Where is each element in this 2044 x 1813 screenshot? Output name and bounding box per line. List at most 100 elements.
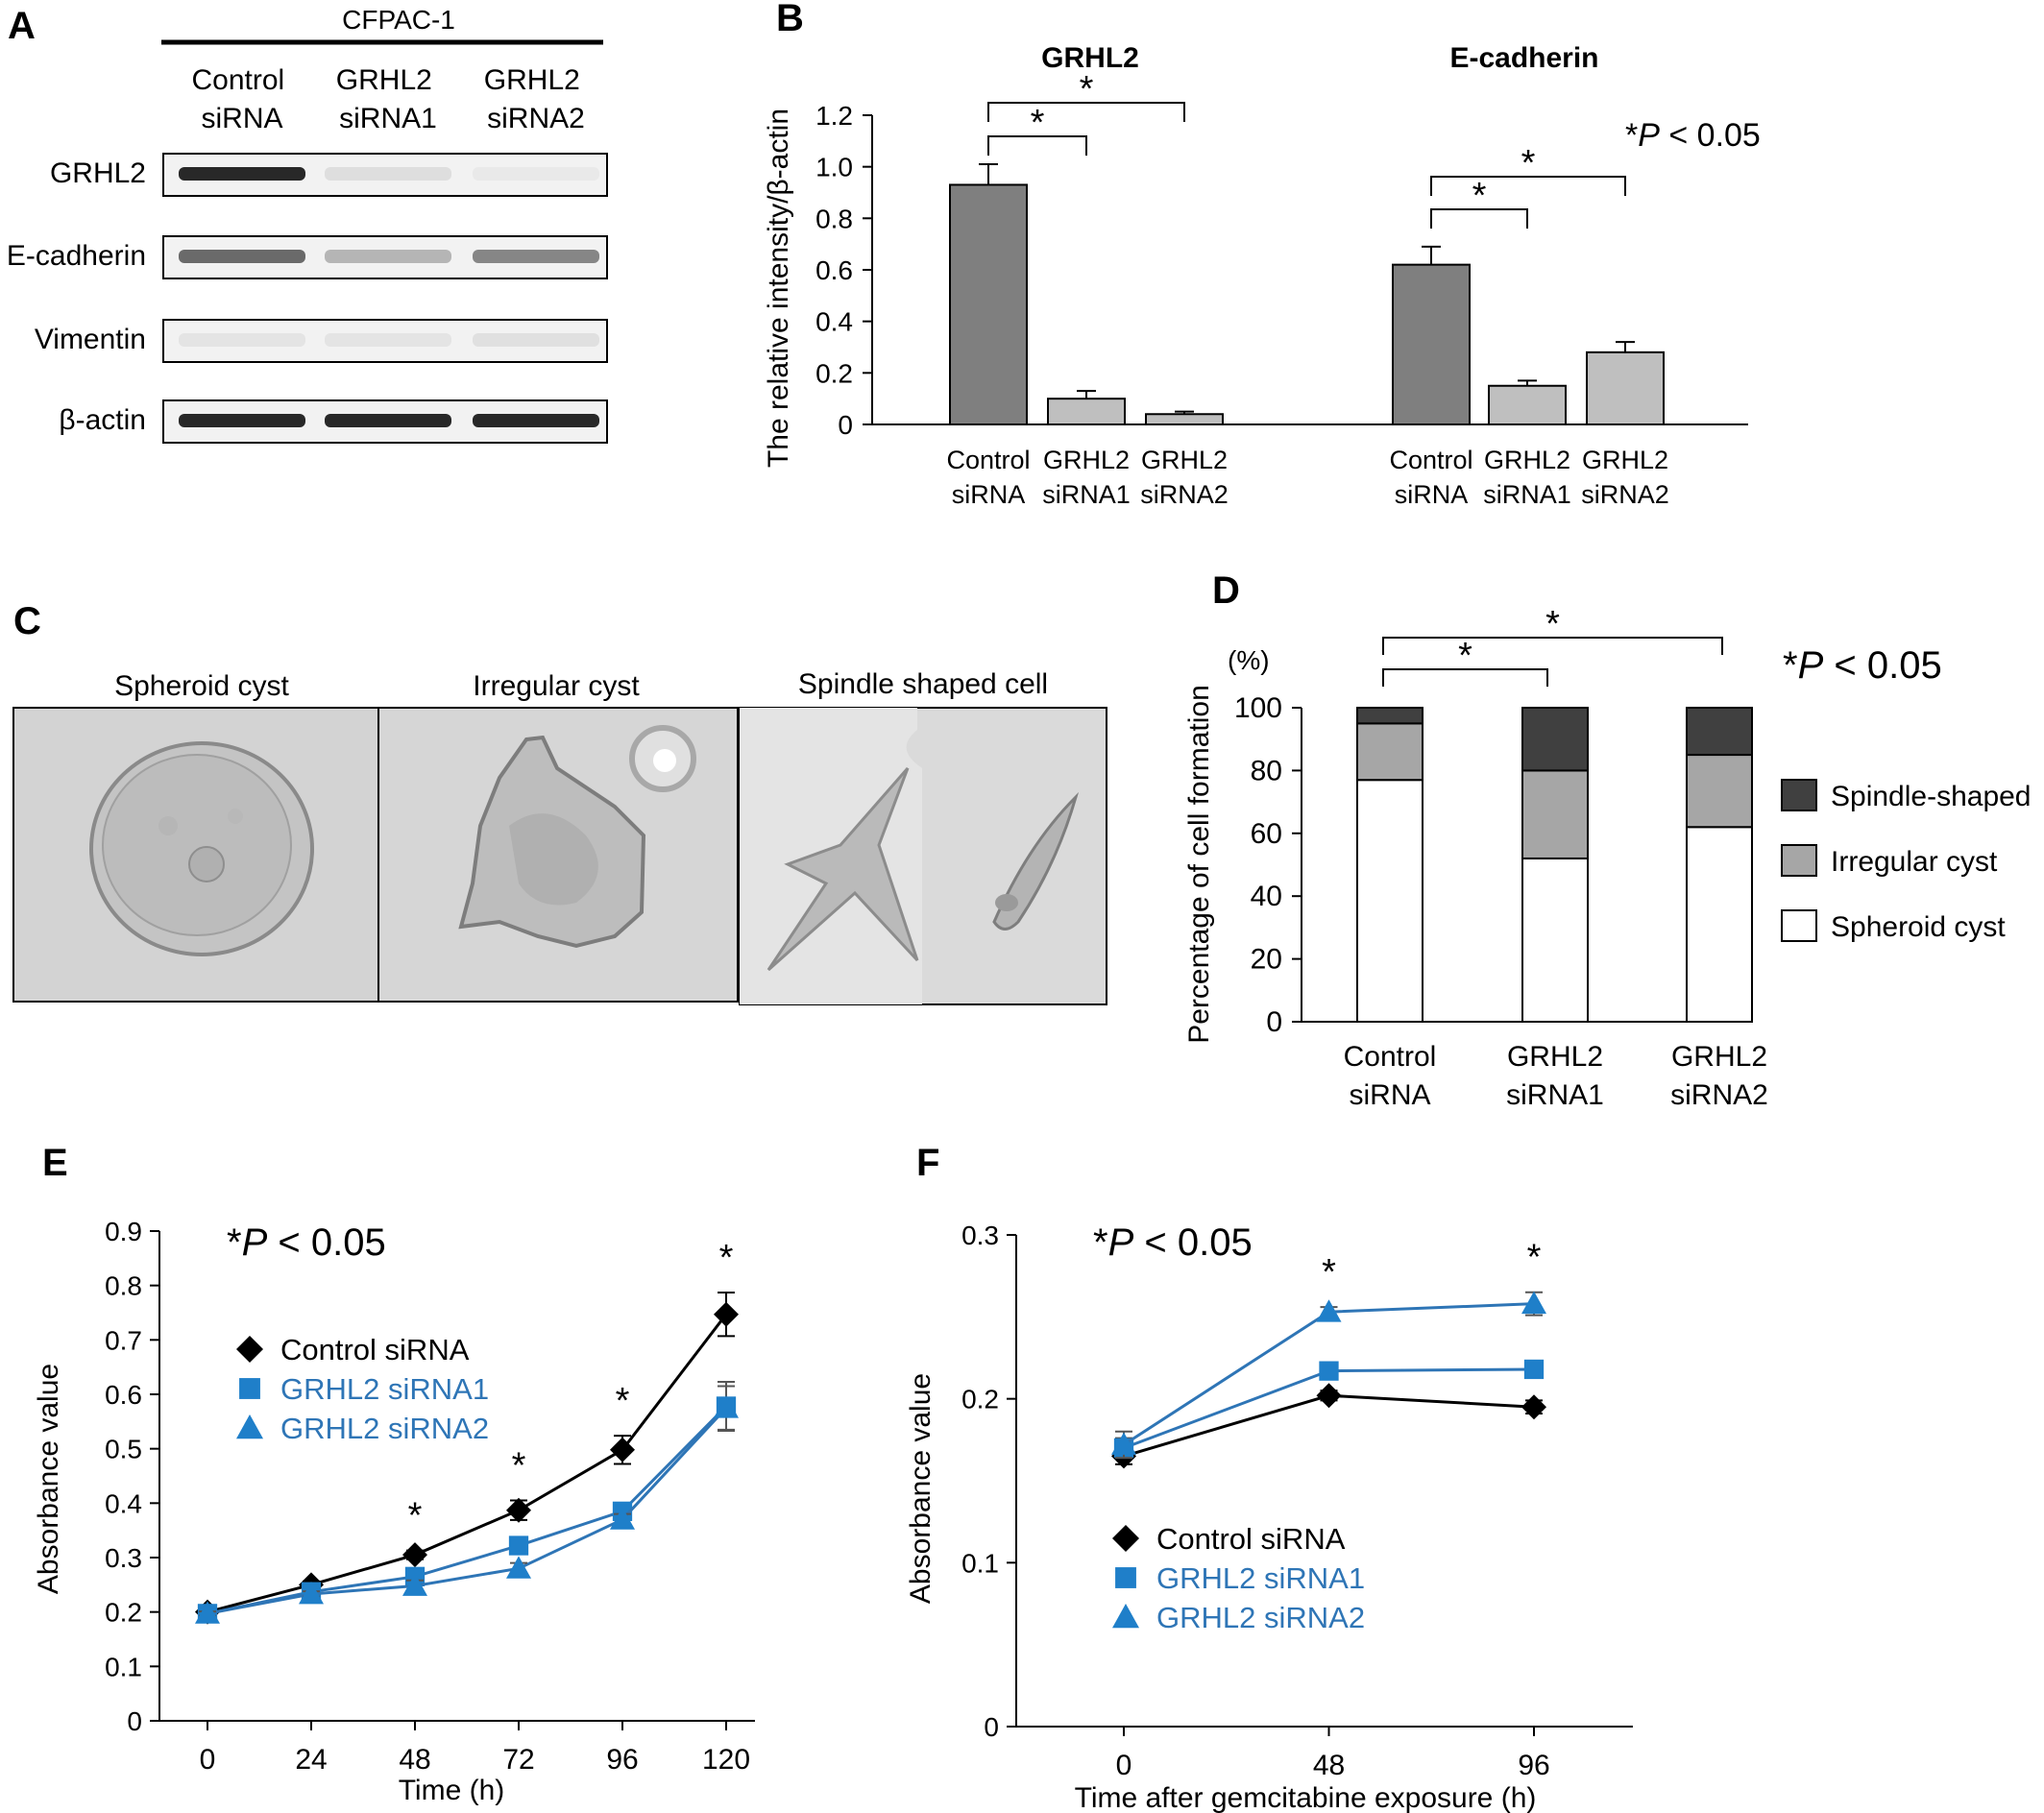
micrograph-spheroid-cyst (12, 707, 379, 1003)
legend-label: GRHL2 siRNA2 (1156, 1601, 1365, 1634)
panel-d-unit: (%) (1228, 645, 1270, 675)
significance-star: * (719, 1238, 734, 1278)
x-tick-label-line2: siRNA1 (1506, 1079, 1604, 1111)
marker-diamond (506, 1497, 531, 1523)
legend-label: Spheroid cyst (1831, 911, 2006, 943)
blot-band (473, 414, 599, 427)
blot-label: Vimentin (35, 324, 146, 355)
x-tick-label-line2: siRNA (1349, 1079, 1430, 1111)
legend-swatch (1781, 779, 1817, 811)
p-value-threshold: < 0.05 (1660, 117, 1761, 154)
lane-label: Control siRNA (191, 64, 292, 134)
x-tick-label: 0 (1116, 1750, 1132, 1781)
x-tick-label-line1: GRHL2 (1043, 446, 1130, 474)
marker-square (1115, 1567, 1136, 1588)
marker-triangle (402, 1573, 427, 1596)
p-value-threshold: < 0.05 (267, 1221, 385, 1264)
x-tick-label-line1: GRHL2 (1484, 446, 1570, 474)
micrograph-caption: Irregular cyst (473, 670, 640, 702)
blot-band (179, 414, 305, 427)
panel-e-letter: E (42, 1142, 68, 1184)
significance-star: * (1031, 103, 1045, 143)
significance-bracket (1430, 208, 1528, 229)
x-tick-label: 96 (606, 1744, 638, 1776)
x-tick-label: 24 (295, 1744, 327, 1776)
panel-a-letter: A (8, 5, 36, 47)
significance-star: * (1783, 644, 1798, 687)
legend-label: Irregular cyst (1831, 846, 1998, 878)
stacked-bar-segment (1356, 707, 1424, 725)
y-tick-label: 0.8 (815, 204, 853, 233)
x-tick-label-line2: siRNA1 (1483, 480, 1571, 509)
legend-label: Control siRNA (280, 1333, 470, 1366)
panel-c: C Spheroid cyst Irregular cyst Spindle s… (12, 600, 1107, 1005)
y-tick-label: 80 (1251, 755, 1282, 786)
stacked-bar-segment (1521, 857, 1589, 1024)
marker-triangle (236, 1414, 263, 1439)
stacked-bar-segment (1521, 707, 1589, 772)
panel-a: A CFPAC-1 Control siRNA GRHL2 siRNA1 GRH… (7, 5, 608, 444)
bar (1145, 413, 1224, 425)
bar (1488, 384, 1567, 425)
bar (1392, 263, 1471, 425)
x-tick-label-line1: GRHL2 (1582, 446, 1668, 474)
y-tick-label: 0.2 (105, 1598, 142, 1628)
lane-label-line1: GRHL2 (484, 64, 580, 96)
stacked-bar-segment (1356, 779, 1424, 1024)
blot-band (325, 250, 451, 263)
stacked-bar-segment (1686, 754, 1753, 829)
y-tick-label: 0.9 (105, 1217, 142, 1246)
x-tick-label: 48 (1313, 1750, 1345, 1781)
y-tick-label: 0 (984, 1712, 999, 1742)
legend-label: GRHL2 siRNA1 (280, 1372, 489, 1406)
blot-band (179, 250, 305, 263)
micrograph-caption: Spindle shaped cell (798, 668, 1048, 700)
significance-star: * (1545, 604, 1560, 644)
y-tick-label: 0.3 (105, 1543, 142, 1573)
lane-label: GRHL2 siRNA2 (484, 64, 588, 134)
marker-square (1319, 1361, 1339, 1381)
marker-triangle (1112, 1604, 1139, 1629)
y-tick-label: 1.0 (815, 153, 853, 182)
legend-label: Spindle-shaped (1831, 781, 2032, 812)
significance-bracket (1382, 637, 1723, 655)
y-tick-label: 0.4 (105, 1488, 142, 1518)
stacked-bar-segment (1686, 826, 1753, 1024)
p-value-threshold: < 0.05 (1823, 644, 1941, 687)
blot-band (179, 333, 305, 347)
marker-triangle (1521, 1291, 1546, 1315)
x-tick-label: 96 (1518, 1750, 1549, 1781)
blot-band (473, 167, 599, 181)
marker-square (239, 1378, 260, 1399)
blot-label: E-cadherin (7, 240, 146, 272)
x-tick-label-line1: Control (1389, 446, 1472, 474)
marker-square (508, 1535, 529, 1556)
significance-star: * (1527, 1238, 1542, 1278)
marker-diamond (714, 1301, 739, 1327)
legend-label: GRHL2 siRNA2 (280, 1412, 489, 1445)
micrograph-irregular-cyst (377, 707, 739, 1003)
micrograph-spindle-shaped-cell (739, 707, 1107, 1005)
y-axis-label: Absorbance value (33, 1364, 64, 1594)
bar (949, 183, 1028, 425)
series-line (207, 1407, 728, 1615)
significance-star: * (616, 1381, 630, 1421)
y-tick-label: 0.3 (961, 1221, 999, 1250)
x-tick-label: 48 (399, 1744, 430, 1776)
y-tick-label: 20 (1251, 944, 1282, 976)
p-value-text: P (1798, 644, 1824, 687)
significance-star: * (512, 1446, 526, 1487)
marker-square (1523, 1359, 1545, 1380)
x-tick-label-line2: siRNA2 (1581, 480, 1669, 509)
x-axis-label: Time after gemcitabine exposure (h) (1075, 1782, 1537, 1813)
significance-bracket (987, 135, 1087, 156)
bar (1047, 398, 1126, 425)
p-value-threshold: < 0.05 (1133, 1221, 1252, 1264)
p-value-text: P (1638, 117, 1660, 154)
panel-f-significance: *P < 0.05 (1093, 1221, 1253, 1264)
marker-diamond (1112, 1525, 1139, 1552)
y-tick-label: 0.4 (815, 307, 853, 337)
blot-band (473, 250, 599, 263)
